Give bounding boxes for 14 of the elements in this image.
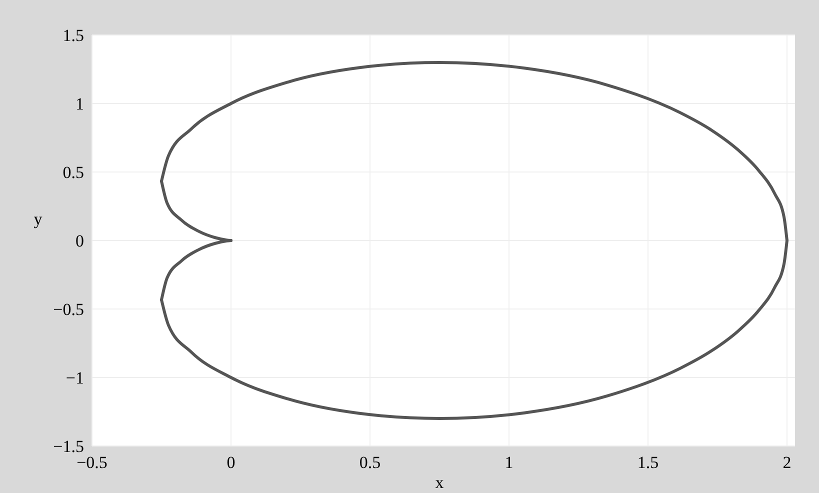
y-tick-label: 1	[76, 94, 84, 114]
x-tick-label: 1.5	[637, 453, 659, 472]
x-tick-label: 1	[504, 453, 514, 472]
y-tick-label: 0	[76, 232, 84, 250]
x-tick-label: 0	[226, 453, 236, 472]
y-axis-title: y	[34, 210, 43, 228]
y-tick-label: 0.5	[62, 163, 84, 182]
y-tick-label: −1.5	[53, 437, 84, 456]
x-tick-label: 0.5	[359, 453, 381, 472]
y-tick-label: 1.5	[62, 26, 84, 45]
y-tick-label: −0.5	[53, 300, 84, 319]
x-axis-title: x	[435, 473, 444, 492]
x-tick-label: 2	[782, 453, 792, 472]
y-tick-label: −1	[66, 368, 84, 388]
